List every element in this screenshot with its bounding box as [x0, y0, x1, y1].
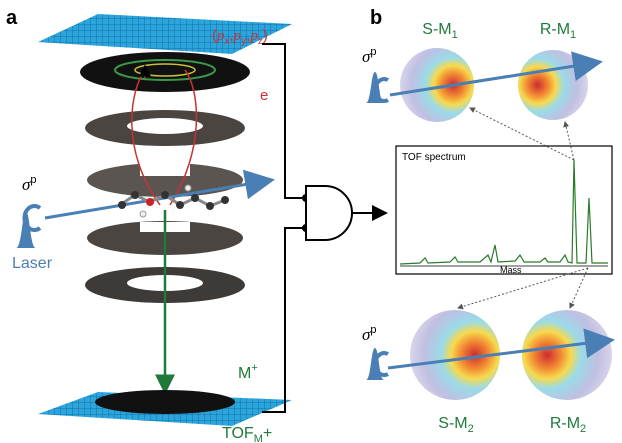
momentum-label: (px,py,pz) — [212, 27, 268, 47]
t: p — [249, 28, 258, 44]
spectrum-box — [395, 145, 613, 275]
laser-label: Laser — [12, 255, 53, 272]
polarization-label: σp — [362, 324, 377, 344]
t: p — [370, 324, 376, 336]
sphere — [518, 50, 588, 120]
pulse-icon — [16, 212, 36, 248]
disk — [80, 52, 250, 92]
pulse-icon — [366, 348, 384, 380]
ring — [134, 63, 196, 77]
panel-label: b — [370, 7, 382, 29]
t: M — [238, 365, 251, 382]
sphere-label: R-M2 — [550, 415, 586, 435]
t: S-M — [422, 21, 451, 38]
t: + — [263, 425, 272, 442]
t: 1 — [570, 29, 576, 41]
sphere-label: S-M1 — [422, 21, 457, 41]
t: 1 — [452, 29, 458, 41]
polarization-label: σp — [362, 46, 377, 66]
t: y — [241, 36, 246, 47]
t: p — [233, 28, 242, 44]
t: S-M — [438, 415, 467, 432]
laser-beam — [387, 328, 615, 370]
t: , — [230, 27, 234, 44]
t: 2 — [468, 423, 474, 435]
spectrum-title: TOF spectrum — [402, 152, 466, 163]
pulse-icon — [366, 72, 384, 103]
panel-b: b σp σp S-M1 R-M1 S-M2 R-M2 TOF spectrum… — [362, 7, 615, 435]
t: ( — [212, 27, 217, 44]
sphere-label: R-M1 — [540, 21, 576, 41]
t: x — [225, 36, 230, 47]
sphere-label: S-M2 — [438, 415, 473, 435]
disk — [95, 390, 235, 414]
electron-path — [131, 69, 198, 206]
sphere — [410, 310, 500, 400]
spectrum-axis-label: Mass — [500, 265, 522, 275]
electrode-notch — [140, 162, 190, 176]
t: σ — [362, 47, 371, 66]
sphere — [400, 48, 474, 122]
t: M — [254, 433, 263, 443]
t: R-M — [550, 415, 580, 432]
electron-label: e — [260, 87, 268, 104]
t: σ — [22, 175, 31, 194]
t: ) — [263, 27, 268, 44]
laser-beam — [389, 51, 603, 97]
electrode-hole — [127, 118, 203, 134]
t: , — [246, 27, 250, 44]
coincidence-logic — [262, 43, 388, 413]
t: p — [370, 46, 376, 58]
peak-links — [457, 107, 589, 310]
sphere — [522, 310, 612, 400]
t: R-M — [540, 21, 570, 38]
panel-a: a (px,py,pz) e σp Laser M+ TOFM+ — [6, 7, 292, 443]
panel-label: a — [6, 7, 18, 29]
t: 2 — [580, 423, 586, 435]
t: TOF — [222, 425, 254, 442]
molecule — [118, 184, 229, 218]
detector-top — [38, 14, 292, 54]
ion-label: M+ — [238, 362, 258, 382]
electrode — [87, 163, 243, 197]
spectrum-trace — [399, 159, 608, 265]
polarization-label: σp — [22, 174, 37, 194]
ring — [114, 59, 216, 81]
t: p — [30, 174, 36, 186]
t: σ — [362, 325, 371, 344]
t: + — [251, 362, 257, 374]
t: z — [258, 36, 263, 47]
t: p — [216, 28, 225, 44]
tof-label: TOFM+ — [222, 425, 272, 443]
